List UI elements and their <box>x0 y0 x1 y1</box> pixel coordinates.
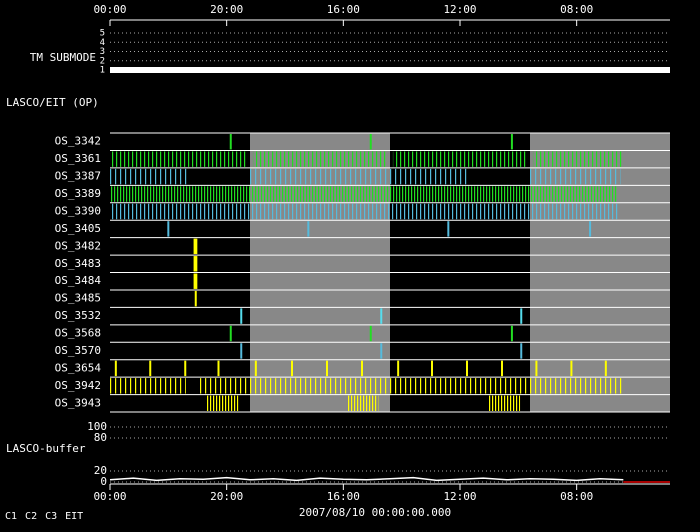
event-mark <box>254 360 257 377</box>
x-tick-label-top: 20:00 <box>210 3 243 16</box>
x-axis-label: 2007/08/10 00:00:00.000 <box>299 506 451 519</box>
event-mark <box>369 134 372 150</box>
legend-entry: C2 <box>25 511 37 522</box>
row-label: OS_3387 <box>55 170 101 183</box>
event-mark <box>520 343 523 359</box>
row-label: OS_3483 <box>55 257 101 270</box>
row-label: OS_3654 <box>55 361 102 374</box>
x-tick-label-bottom: 12:00 <box>443 490 476 503</box>
event-mark <box>307 221 310 237</box>
x-tick-label-bottom: 08:00 <box>560 490 593 503</box>
event-mark <box>240 343 243 359</box>
submode-bar <box>110 67 670 73</box>
event-mark <box>217 360 220 377</box>
event-mark <box>195 273 198 289</box>
event-mark <box>195 238 198 255</box>
event-mark <box>510 325 513 342</box>
row-label: OS_3568 <box>55 327 101 340</box>
event-mark <box>326 360 328 377</box>
row-label: OS_3532 <box>55 309 101 322</box>
event-mark <box>193 273 196 289</box>
span-mark <box>110 186 618 202</box>
row-label: OS_3943 <box>55 396 101 409</box>
event-mark <box>510 134 513 150</box>
event-mark <box>240 308 243 324</box>
event-mark <box>193 256 196 272</box>
op-label: LASCO/EIT (OP) <box>6 96 99 109</box>
submode-tick-label: 5 <box>100 29 105 39</box>
row-label: OS_3405 <box>55 222 101 235</box>
event-mark <box>397 360 400 377</box>
span-mark <box>248 168 388 185</box>
event-mark <box>369 325 372 342</box>
x-tick-label-top: 12:00 <box>443 3 476 16</box>
event-mark <box>149 360 152 377</box>
event-mark <box>447 221 450 237</box>
event-mark <box>431 360 433 377</box>
row-label: OS_3484 <box>55 274 102 287</box>
event-mark <box>501 360 503 377</box>
submode-label: TM SUBMODE <box>30 51 96 64</box>
event-mark <box>604 360 607 377</box>
event-mark <box>380 343 383 359</box>
event-mark <box>229 134 232 150</box>
row-label: OS_3942 <box>55 379 101 392</box>
x-tick-label-bottom: 00:00 <box>93 490 126 503</box>
buffer-line <box>109 476 624 482</box>
submode-tick-label: 2 <box>100 56 105 66</box>
span-mark <box>110 151 248 167</box>
event-mark <box>193 238 196 255</box>
row-label: OS_3482 <box>55 239 101 252</box>
legend-entry: EIT <box>65 511 83 522</box>
buffer-label: LASCO-buffer <box>6 442 86 455</box>
row-label: OS_3390 <box>55 204 101 217</box>
span-mark <box>110 378 186 394</box>
buffer-tick-label: 100 <box>87 420 107 433</box>
x-tick-label-bottom: 16:00 <box>327 490 360 503</box>
span-mark <box>110 168 189 185</box>
row-label: OS_3342 <box>55 135 101 148</box>
event-mark <box>114 360 117 377</box>
event-mark <box>466 360 468 377</box>
event-mark <box>380 308 383 324</box>
row-label: OS_3389 <box>55 187 101 200</box>
event-mark <box>229 325 232 342</box>
submode-tick-label: 4 <box>100 38 105 48</box>
event-mark <box>361 360 363 377</box>
buffer-tick-label: 20 <box>94 464 107 477</box>
span-mark <box>197 378 624 394</box>
row-label: OS_3361 <box>55 152 101 165</box>
span-mark <box>488 395 521 411</box>
event-mark <box>167 221 170 237</box>
span-mark <box>348 395 379 411</box>
buffer-tick-label: 0 <box>100 475 107 488</box>
span-mark <box>390 168 469 185</box>
event-mark <box>535 360 538 377</box>
legend-entry: C1 <box>5 511 17 522</box>
event-mark <box>589 221 592 237</box>
event-mark <box>291 360 293 377</box>
submode-tick-label: 3 <box>100 47 105 57</box>
span-mark <box>110 203 618 220</box>
x-tick-label-top: 16:00 <box>327 3 360 16</box>
event-mark <box>520 308 523 324</box>
span-mark <box>530 168 621 185</box>
event-mark <box>570 360 573 377</box>
span-mark <box>206 395 239 411</box>
row-label: OS_3485 <box>55 292 101 305</box>
span-mark <box>392 151 528 167</box>
x-tick-label-top: 00:00 <box>93 3 126 16</box>
legend-entry: C3 <box>45 511 57 522</box>
submode-tick-label: 1 <box>100 66 105 76</box>
event-mark <box>194 290 197 307</box>
event-mark <box>195 256 198 272</box>
x-tick-label-bottom: 20:00 <box>210 490 243 503</box>
row-label: OS_3570 <box>55 344 101 357</box>
event-mark <box>184 360 187 377</box>
x-tick-label-top: 08:00 <box>560 3 593 16</box>
buffer-tick-label: 80 <box>94 431 107 444</box>
span-mark <box>532 151 624 167</box>
span-mark <box>252 151 388 167</box>
